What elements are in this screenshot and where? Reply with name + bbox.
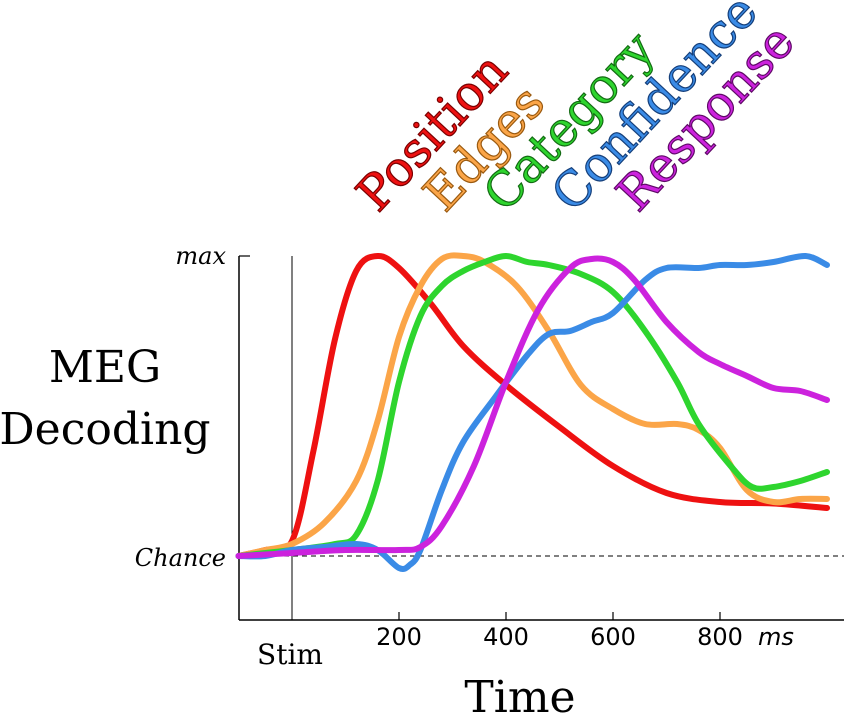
x-tick-label-600: 600 bbox=[590, 623, 636, 651]
series-line-position bbox=[235, 252, 830, 559]
series-line-response bbox=[235, 255, 830, 559]
x-ticks: 200 400 600 800 bbox=[376, 612, 743, 651]
y-axis-label-line1: MEG bbox=[49, 342, 161, 393]
series-lines bbox=[235, 252, 830, 573]
y-tick-max: max bbox=[175, 242, 226, 270]
legend: Position Edges Category Confidence Respo… bbox=[345, 0, 806, 223]
x-tick-label-800: 800 bbox=[697, 623, 743, 651]
x-tick-label-200: 200 bbox=[376, 623, 422, 651]
y-axis-label-line2: Decoding bbox=[0, 404, 211, 455]
x-tick-label-400: 400 bbox=[483, 623, 529, 651]
y-tick-chance: Chance bbox=[135, 544, 226, 572]
series-line-category bbox=[235, 253, 830, 559]
x-axis-title: Time bbox=[464, 672, 575, 717]
x-unit-label: ms bbox=[758, 623, 794, 651]
stim-label: Stim bbox=[257, 638, 323, 671]
series-line-confidence bbox=[235, 252, 830, 573]
